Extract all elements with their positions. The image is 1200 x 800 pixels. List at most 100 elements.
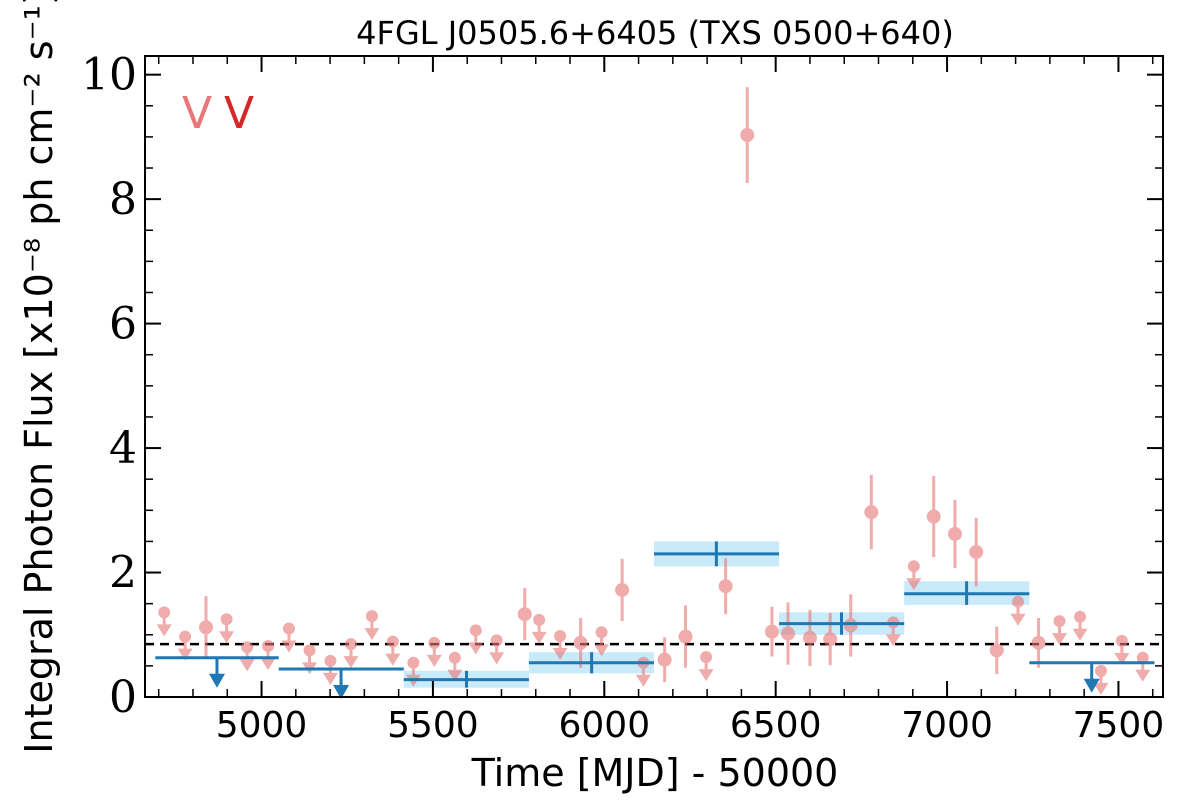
upper-limit-marker xyxy=(1012,595,1025,608)
fine-bin-upper-limit xyxy=(1093,664,1109,695)
fine-bin-marker xyxy=(718,579,733,594)
fine-bin-point xyxy=(989,626,1004,674)
fine-bin-upper-limit xyxy=(426,636,442,667)
fine-bin-marker xyxy=(947,526,962,541)
upper-limit-marker xyxy=(533,613,546,626)
upper-limit-arrow xyxy=(343,656,359,669)
upper-limit-marker xyxy=(554,630,567,643)
y-tick-label: 6 xyxy=(109,299,137,350)
fine-bin-upper-limit xyxy=(364,610,380,641)
x-tick-label: 6500 xyxy=(730,705,822,746)
fine-bin-point xyxy=(615,558,630,622)
upper-limit-arrow xyxy=(1135,669,1151,682)
upper-limit-marker xyxy=(595,626,608,639)
upper-limit-arrow xyxy=(1010,613,1026,626)
fine-bin-point xyxy=(199,596,214,659)
plot-frame xyxy=(144,55,1164,698)
upper-limit-arrow xyxy=(885,634,901,647)
plot-area xyxy=(145,87,1163,699)
coarse-upper-limit-arrow xyxy=(333,684,350,699)
fine-bin-point xyxy=(657,637,672,683)
x-tick-label: 5000 xyxy=(216,705,308,746)
fine-bin-marker xyxy=(969,544,984,559)
upper-limit-arrow xyxy=(239,659,255,672)
fine-bin-upper-limit xyxy=(156,606,172,637)
y-tick-label: 10 xyxy=(81,50,137,101)
upper-limit-marker xyxy=(469,624,482,637)
y-tick-label: 0 xyxy=(109,672,137,723)
upper-limit-arrow xyxy=(635,674,651,687)
upper-limit-arrow xyxy=(364,628,380,641)
fine-bin-upper-limit xyxy=(219,613,235,644)
x-axis-label: Time [MJD] - 50000 xyxy=(471,751,839,795)
upper-limit-marker xyxy=(1053,615,1066,628)
upper-limit-marker xyxy=(220,613,233,626)
fine-bin-marker xyxy=(740,128,755,143)
fine-bin-point xyxy=(947,499,962,569)
legend: V V xyxy=(182,88,254,139)
fine-bin-marker xyxy=(517,607,532,622)
upper-limit-marker xyxy=(158,606,171,619)
upper-limit-marker xyxy=(448,651,461,664)
fine-bin-point xyxy=(573,617,588,668)
upper-limit-marker xyxy=(365,610,378,623)
upper-limit-marker xyxy=(1094,664,1107,677)
upper-limit-arrow xyxy=(260,657,276,670)
upper-limit-arrow xyxy=(552,648,568,661)
fine-bin-upper-limit xyxy=(1010,595,1026,626)
fine-bin-upper-limit xyxy=(552,630,568,661)
fine-bin-upper-limit xyxy=(239,641,255,672)
fine-bin-point xyxy=(1031,617,1046,668)
fine-bin-point xyxy=(718,558,733,615)
fine-bin-upper-limit xyxy=(698,651,714,682)
upper-limit-marker xyxy=(386,635,399,648)
upper-limit-arrow xyxy=(468,642,484,655)
fine-bin-upper-limit xyxy=(1072,610,1088,641)
fine-bin-point xyxy=(864,474,879,550)
fine-bin-upper-limit xyxy=(1051,615,1067,646)
upper-limit-marker xyxy=(303,644,316,657)
chart-title: 4FGL J0505.6+6405 (TXS 0500+640) xyxy=(356,14,954,52)
fine-bin-upper-limit xyxy=(594,626,610,657)
fine-bin-upper-limit xyxy=(343,638,359,669)
fine-bin-marker xyxy=(989,643,1004,658)
fine-bin-marker xyxy=(764,624,779,639)
fine-bin-upper-limit xyxy=(177,630,193,661)
x-tick-label: 7500 xyxy=(1073,705,1165,746)
upper-limit-marker xyxy=(490,634,503,647)
coarse-upper-limit-arrow xyxy=(1083,678,1100,693)
fine-bin-marker xyxy=(781,626,796,641)
upper-limit-marker xyxy=(428,636,441,649)
upper-limit-arrow xyxy=(156,624,172,637)
upper-limit-marker xyxy=(1074,610,1087,623)
fine-bin-upper-limit xyxy=(1114,634,1130,665)
upper-limit-marker xyxy=(344,638,357,651)
legend-entry-fine-bins: V xyxy=(182,88,212,139)
fine-bin-upper-limit xyxy=(260,639,276,670)
upper-limit-marker xyxy=(179,630,192,643)
fine-bin-marker xyxy=(678,629,693,644)
fine-bin-upper-limit xyxy=(385,635,401,666)
upper-limit-marker xyxy=(241,641,254,654)
upper-limit-arrow xyxy=(1051,633,1067,646)
fine-bin-point xyxy=(678,605,693,668)
fine-bin-upper-limit xyxy=(906,560,922,591)
y-tick-label: 2 xyxy=(109,548,137,599)
upper-limit-arrow xyxy=(219,631,235,644)
upper-limit-arrow xyxy=(489,652,505,665)
upper-limit-marker xyxy=(282,622,295,635)
upper-limit-arrow xyxy=(531,631,547,644)
fine-bin-upper-limit xyxy=(531,613,547,644)
fine-bin-point xyxy=(969,517,984,587)
fine-bin-upper-limit xyxy=(447,651,463,682)
legend-entry-coarse-bins: V xyxy=(224,88,254,139)
upper-limit-arrow xyxy=(1072,628,1088,641)
fine-bin-marker xyxy=(1031,635,1046,650)
fine-bin-point xyxy=(764,606,779,657)
upper-limit-marker xyxy=(262,639,275,652)
upper-limit-arrow xyxy=(281,640,297,653)
coarse-upper-limit-arrow xyxy=(208,673,225,688)
fine-bin-marker xyxy=(823,632,838,647)
upper-limit-marker xyxy=(907,560,920,573)
